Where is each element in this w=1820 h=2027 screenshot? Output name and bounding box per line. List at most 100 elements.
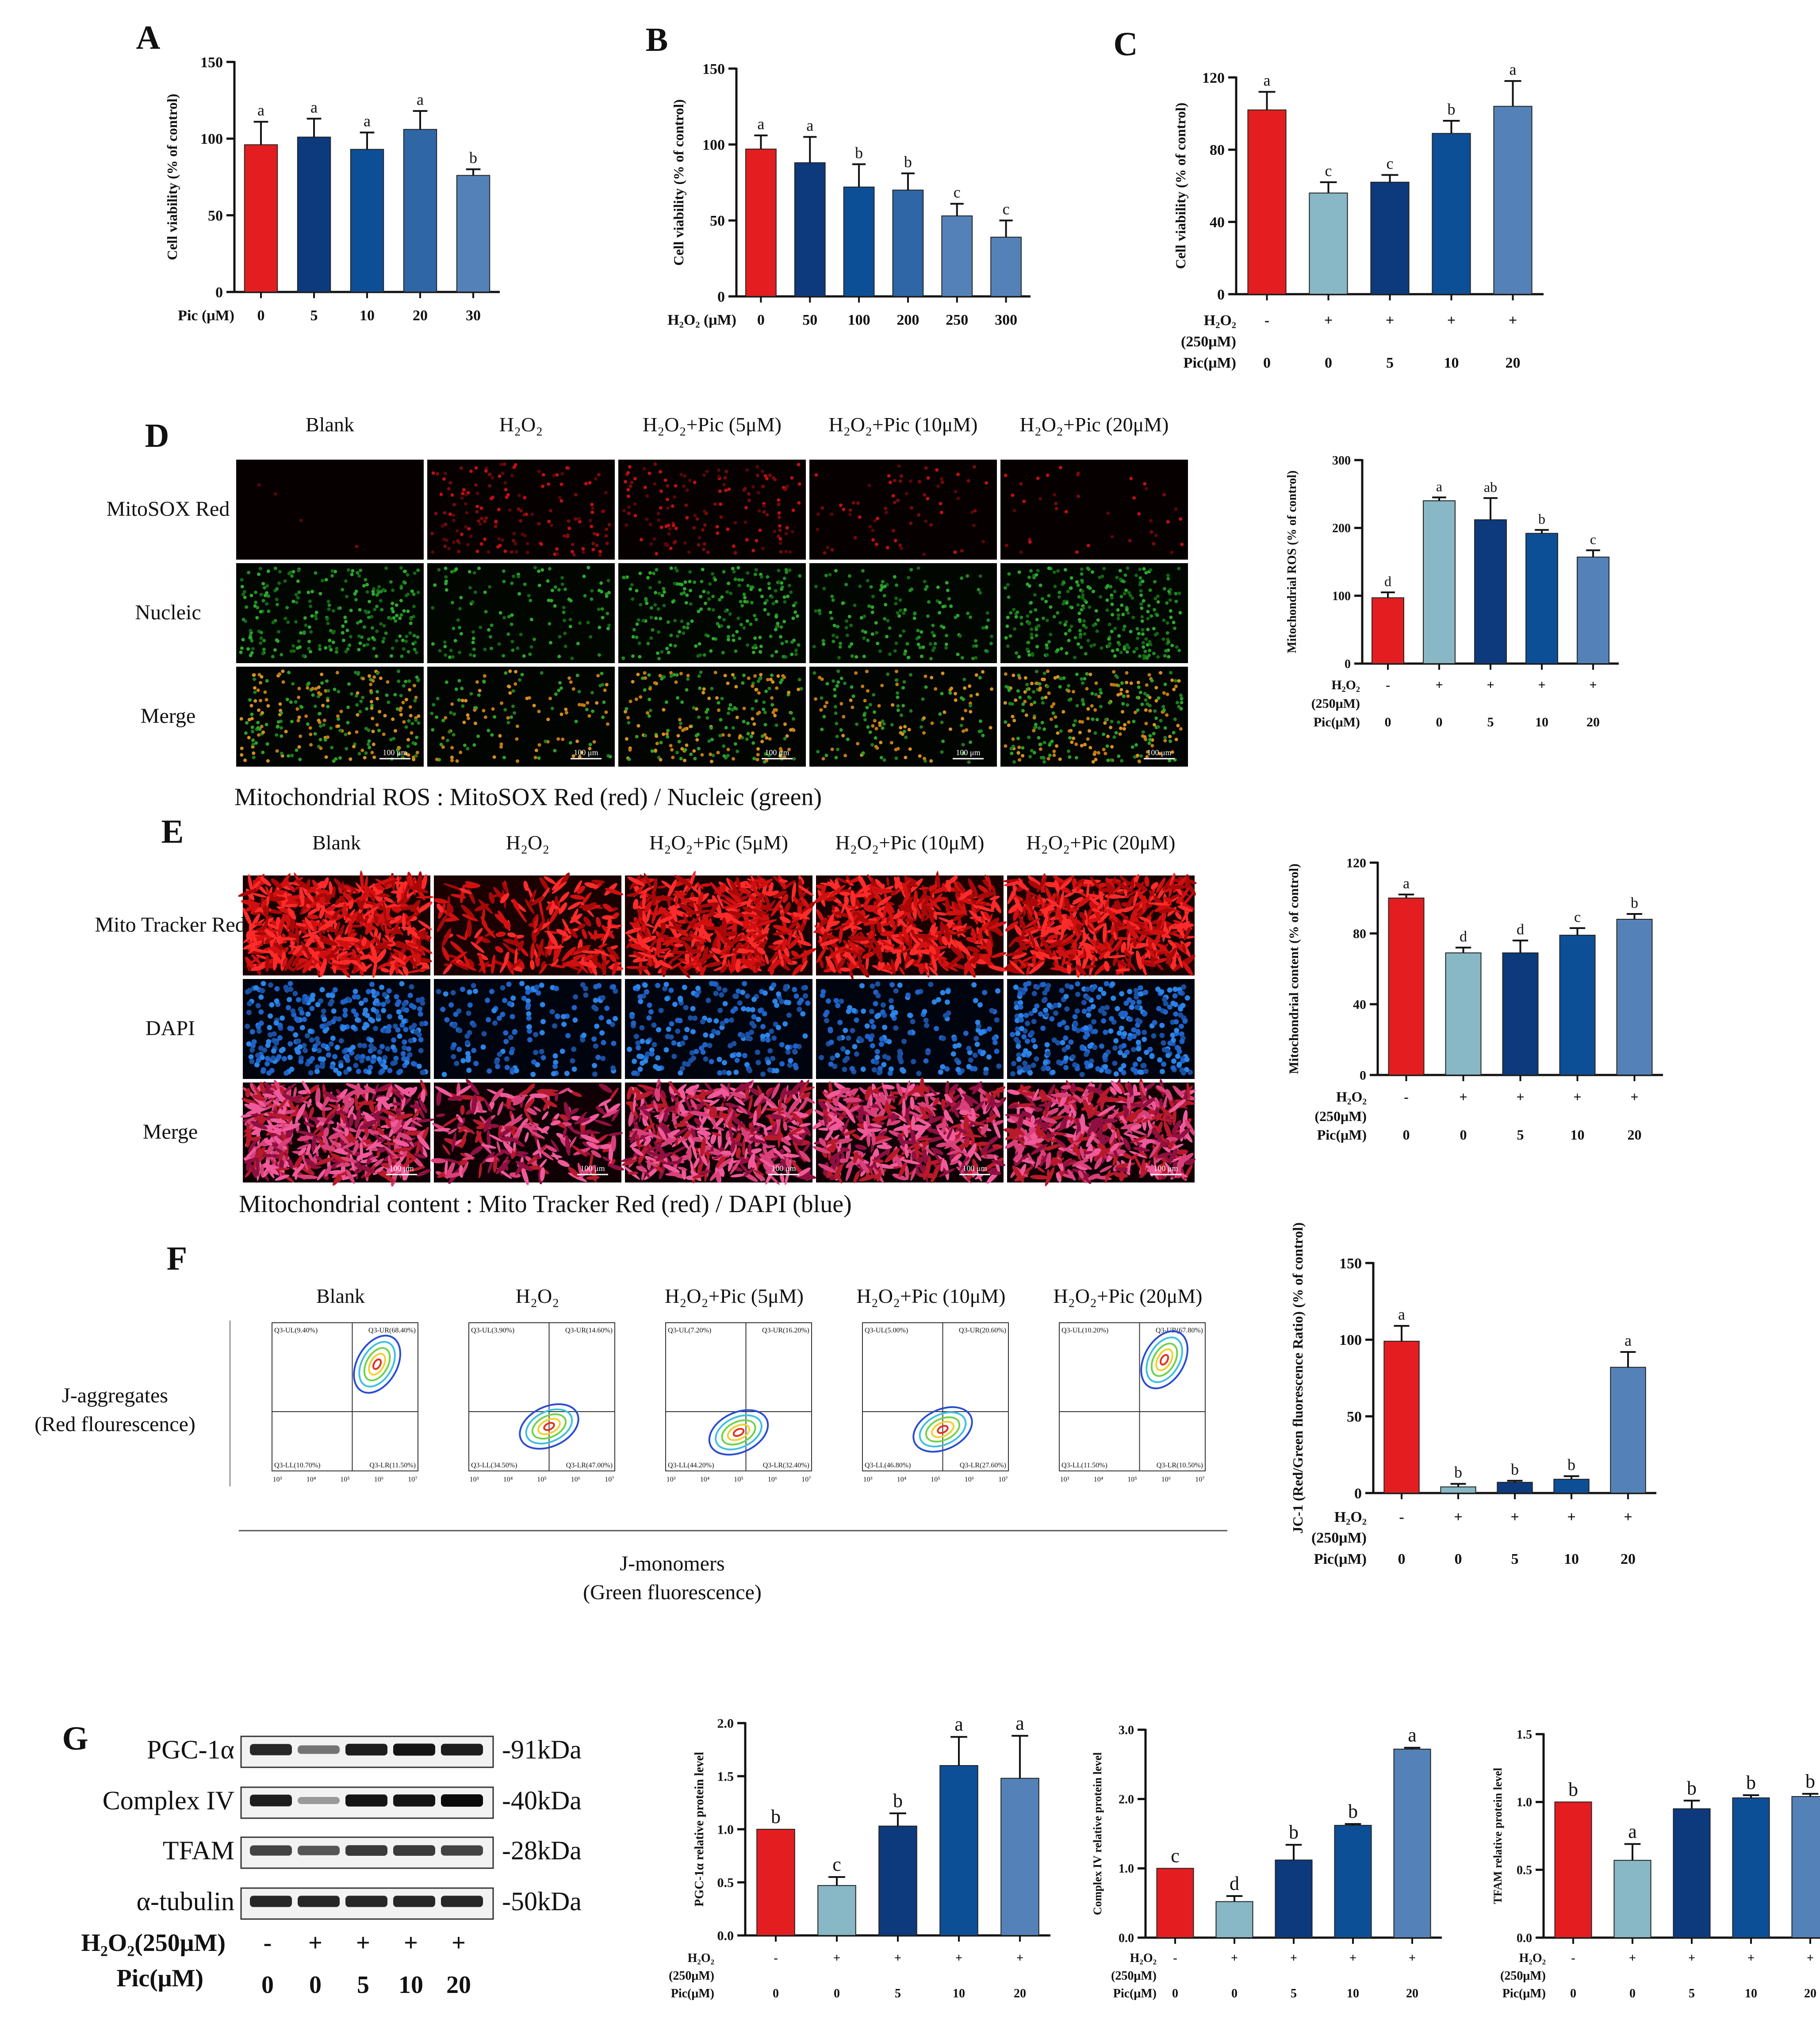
cell-signal [506, 632, 510, 636]
cell-signal [685, 688, 689, 692]
cell-signal [944, 646, 948, 650]
cell-signal [864, 887, 869, 898]
cell-signal [373, 899, 387, 908]
cell-signal [260, 876, 272, 887]
cell-signal [553, 585, 557, 589]
cell-signal [570, 894, 585, 900]
cell-signal [1152, 542, 1156, 546]
cell-signal [308, 726, 312, 730]
cell-signal [1077, 595, 1081, 599]
cell-signal [1067, 698, 1071, 702]
cell-signal [483, 648, 487, 652]
cell-signal [653, 462, 657, 466]
cell-signal [831, 598, 835, 602]
cell-signal [442, 918, 459, 922]
cell-signal [487, 550, 490, 554]
cell-signal [1149, 920, 1153, 933]
cell-signal [643, 671, 647, 675]
cell-signal [483, 715, 487, 719]
cell-signal [702, 473, 706, 477]
cell-signal [1165, 601, 1169, 605]
cell-signal [261, 730, 265, 734]
cell-signal [1078, 933, 1089, 949]
cell-signal [523, 880, 529, 891]
cell-signal [1004, 543, 1008, 547]
cell-signal [680, 700, 684, 704]
cell-signal [906, 925, 913, 933]
cell-signal [1038, 584, 1042, 587]
cell-signal [1117, 754, 1121, 758]
cell-signal [755, 758, 759, 762]
y-tick-label: 0 [1345, 657, 1351, 671]
cell-signal [1099, 595, 1103, 599]
cell-signal [936, 585, 940, 589]
cell-signal [972, 644, 976, 648]
cell-signal [986, 618, 990, 622]
pic-value: 5 [1517, 1127, 1524, 1143]
cell-signal [704, 601, 708, 605]
cell-signal [671, 504, 674, 508]
cell-signal [256, 726, 260, 730]
cell-signal [375, 672, 379, 676]
cell-signal [701, 691, 705, 695]
cell-signal [646, 711, 650, 715]
cell-signal [774, 942, 783, 951]
cell-signal [923, 493, 927, 497]
cell-signal [395, 707, 399, 711]
cell-signal [740, 578, 744, 582]
cell-signal [884, 603, 888, 607]
cell-signal [498, 543, 502, 547]
cell-signal [271, 878, 282, 889]
cell-signal [753, 933, 768, 943]
cell-signal [763, 891, 772, 897]
cell-signal [839, 676, 843, 680]
cell-signal [404, 698, 408, 702]
y-tick-label: 0 [215, 284, 223, 301]
row-label-h2o2-conc: (250μM) [669, 1969, 714, 1983]
y-axis-title: Complex IV relative protein level [1091, 1752, 1104, 1915]
y-tick-label: 1.0 [717, 1823, 734, 1837]
cell-signal [672, 892, 687, 897]
cell-signal [238, 889, 258, 897]
cell-signal [1063, 623, 1067, 627]
cell-signal [848, 513, 852, 517]
cell-signal [349, 635, 353, 639]
cell-signal [1046, 669, 1050, 673]
cell-signal [896, 747, 900, 751]
cell-signal [644, 900, 652, 914]
cell-signal [725, 590, 729, 594]
cell-signal [594, 929, 598, 940]
cell-signal [591, 541, 595, 545]
cell-signal [716, 531, 720, 535]
cell-signal [444, 522, 448, 526]
cell-signal [923, 895, 935, 901]
panel-letter-C: C [1114, 26, 1138, 63]
cell-signal [290, 753, 294, 757]
cell-signal [569, 680, 573, 684]
cell-signal [865, 669, 869, 673]
cell-signal [862, 905, 881, 909]
cell-signal [727, 581, 731, 585]
h2o2-sign: + [1516, 1089, 1524, 1105]
cell-signal [577, 923, 586, 929]
cell-signal [460, 496, 464, 500]
cell-signal [759, 575, 763, 579]
cell-signal [407, 928, 419, 938]
cell-signal [945, 897, 950, 916]
cell-signal [1099, 691, 1103, 695]
cell-signal [388, 915, 402, 925]
cell-signal [280, 937, 297, 941]
cell-signal [1018, 758, 1022, 762]
cell-signal [539, 542, 543, 546]
cell-signal [530, 512, 534, 516]
cell-signal [605, 594, 609, 598]
cell-signal [243, 908, 253, 927]
cell-signal [444, 566, 448, 570]
cell-signal [893, 649, 897, 653]
cell-signal [266, 569, 270, 573]
cell-signal [417, 901, 433, 913]
cell-signal [287, 572, 291, 576]
cell-signal [591, 506, 595, 510]
cell-signal [655, 741, 659, 745]
pic-value: 0 [1460, 1127, 1467, 1143]
